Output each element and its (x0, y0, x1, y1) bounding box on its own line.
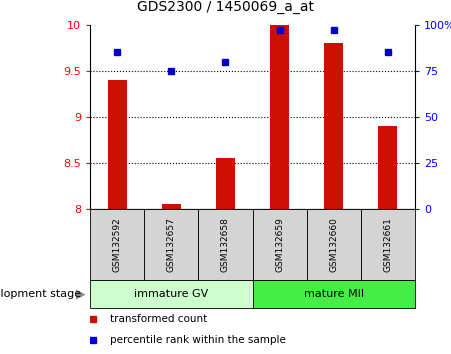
Bar (253, 280, 415, 308)
Text: GSM132657: GSM132657 (167, 217, 176, 272)
Bar (90, 280, 253, 308)
Bar (198, 209, 253, 280)
Text: mature MII: mature MII (304, 289, 364, 299)
Bar (307, 209, 361, 280)
Text: GSM132660: GSM132660 (329, 217, 338, 272)
Text: percentile rank within the sample: percentile rank within the sample (110, 335, 285, 345)
Bar (144, 209, 198, 280)
Bar (162, 204, 181, 209)
Bar (90, 209, 144, 280)
Bar (270, 25, 289, 209)
Bar (324, 43, 343, 209)
Bar (253, 209, 307, 280)
Bar (361, 209, 415, 280)
Bar (378, 126, 397, 209)
Bar (108, 80, 127, 209)
Text: immature GV: immature GV (134, 289, 208, 299)
Text: GDS2300 / 1450069_a_at: GDS2300 / 1450069_a_at (137, 0, 314, 14)
Text: GSM132659: GSM132659 (275, 217, 284, 272)
Text: transformed count: transformed count (110, 314, 207, 324)
Text: GSM132592: GSM132592 (113, 217, 122, 272)
Bar (216, 158, 235, 209)
Text: ▶: ▶ (76, 287, 86, 300)
Text: GSM132661: GSM132661 (383, 217, 392, 272)
Text: GSM132658: GSM132658 (221, 217, 230, 272)
Text: development stage: development stage (0, 289, 81, 299)
